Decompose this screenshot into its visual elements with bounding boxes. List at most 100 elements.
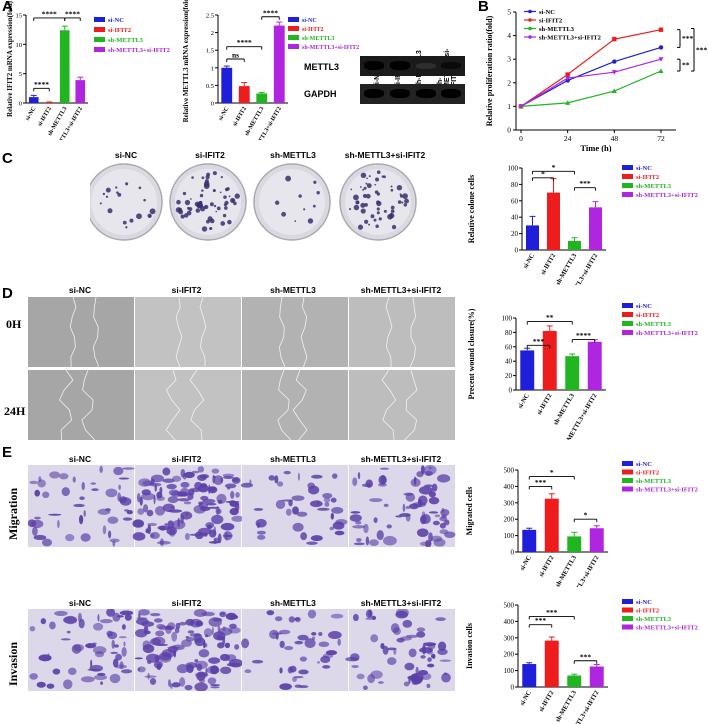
cell-cluster (139, 496, 143, 506)
col-header: si-NC (68, 285, 92, 295)
cell-cluster (142, 640, 151, 650)
colony (190, 198, 192, 200)
cell-cluster (395, 515, 403, 518)
colony (362, 193, 368, 199)
cell-cluster (91, 488, 99, 492)
colony (136, 213, 142, 220)
cell-cluster (155, 643, 169, 647)
series-line-sh-METTL3 (520, 70, 662, 107)
cell-cluster (229, 500, 236, 506)
colony (375, 224, 379, 229)
cell-cluster (220, 522, 235, 531)
x-tick-label: 24 (564, 134, 572, 143)
col-header: sh-METTL3+si-IFIT2 (360, 598, 442, 608)
cell-cluster (156, 496, 165, 502)
blot-band-label-gapdh: GAPDH (304, 89, 337, 99)
cell-cluster (294, 616, 301, 623)
cell-cluster (279, 640, 285, 649)
y-tick-label: 200 (504, 651, 515, 659)
cell-cluster (171, 631, 178, 642)
legend-entry: sh-METTL3+si-IFIT2 (636, 192, 698, 199)
cell-cluster (57, 519, 60, 528)
y-tick-label: 100 (504, 667, 515, 675)
bar-si-NC (522, 664, 537, 687)
cell-cluster (227, 486, 231, 490)
plate-interior (91, 169, 157, 235)
cell-cluster (121, 624, 126, 630)
x-tick-label: si-NC (517, 392, 531, 410)
legend-entry: sh-METTL3 (636, 478, 672, 485)
cell-cluster (66, 630, 71, 634)
cell-cluster (274, 475, 279, 484)
cell-cluster (328, 631, 342, 640)
cell-cluster (99, 465, 103, 474)
cell-cluster (352, 613, 359, 622)
wound-edge (69, 297, 77, 368)
colony (359, 186, 362, 188)
cell-cluster (408, 648, 417, 658)
colony (365, 182, 368, 185)
cell-cluster (220, 666, 232, 675)
cell-cluster (135, 629, 148, 638)
x-tick-label: 72 (657, 134, 665, 143)
cell-cluster (235, 492, 240, 498)
colony (370, 214, 375, 219)
legend-entry: si-NC (636, 599, 652, 606)
cell-cluster (403, 681, 410, 687)
cell-cluster (403, 492, 414, 496)
y-tick-label: 100 (504, 532, 515, 540)
cell-cluster (441, 672, 451, 683)
cell-cluster (107, 631, 118, 640)
cell-cluster (94, 650, 105, 658)
cell-cluster (187, 630, 195, 634)
cell-cluster (136, 617, 148, 620)
cell-cluster (383, 503, 389, 507)
cell-cluster (194, 682, 208, 691)
cell-cluster (72, 476, 76, 483)
colony (105, 195, 109, 198)
legend-marker (528, 26, 532, 31)
sig-label: **** (263, 8, 278, 17)
cell-cluster (427, 657, 432, 662)
cell-cluster (285, 508, 292, 516)
cell-cluster (113, 466, 124, 476)
cell-cluster (228, 627, 241, 634)
data-point (658, 57, 664, 62)
sig-label: ns (232, 51, 239, 60)
cell-cluster (150, 638, 161, 646)
colony (180, 214, 185, 219)
colony (215, 210, 218, 213)
y-tick-label: 1 (507, 102, 511, 111)
cell-cluster (164, 523, 168, 526)
cell-cluster (180, 468, 186, 478)
cell-cluster (405, 513, 411, 522)
legend-swatch (622, 469, 633, 475)
cell-cluster (122, 467, 135, 470)
wound-image (349, 297, 455, 367)
colony (105, 187, 111, 193)
cell-cluster (409, 503, 419, 510)
cell-cluster (380, 475, 386, 485)
y-tick-label: 15 (16, 13, 23, 20)
x-tick-label: si-IFIT2 (232, 106, 248, 127)
y-tick-label: 300 (504, 634, 515, 642)
colony (149, 208, 156, 215)
cell-cluster (184, 684, 193, 691)
cell-cluster (208, 657, 221, 664)
cell-cluster (153, 494, 156, 505)
cell-cluster (352, 477, 358, 487)
legend-swatch (288, 17, 299, 22)
cell-cluster (183, 501, 192, 505)
cell-cluster (423, 465, 437, 475)
cell-cluster (382, 645, 389, 655)
cell-cluster (234, 644, 240, 650)
x-axis-label: Time (h) (580, 143, 611, 152)
y-tick-label: 100 (502, 315, 513, 323)
colony (219, 191, 222, 194)
cell-cluster (430, 654, 436, 659)
legend-swatch (622, 607, 633, 613)
cell-cluster (159, 486, 163, 494)
cell-cluster (431, 483, 438, 492)
cell-cluster (426, 650, 433, 655)
wound-edge (292, 369, 308, 441)
